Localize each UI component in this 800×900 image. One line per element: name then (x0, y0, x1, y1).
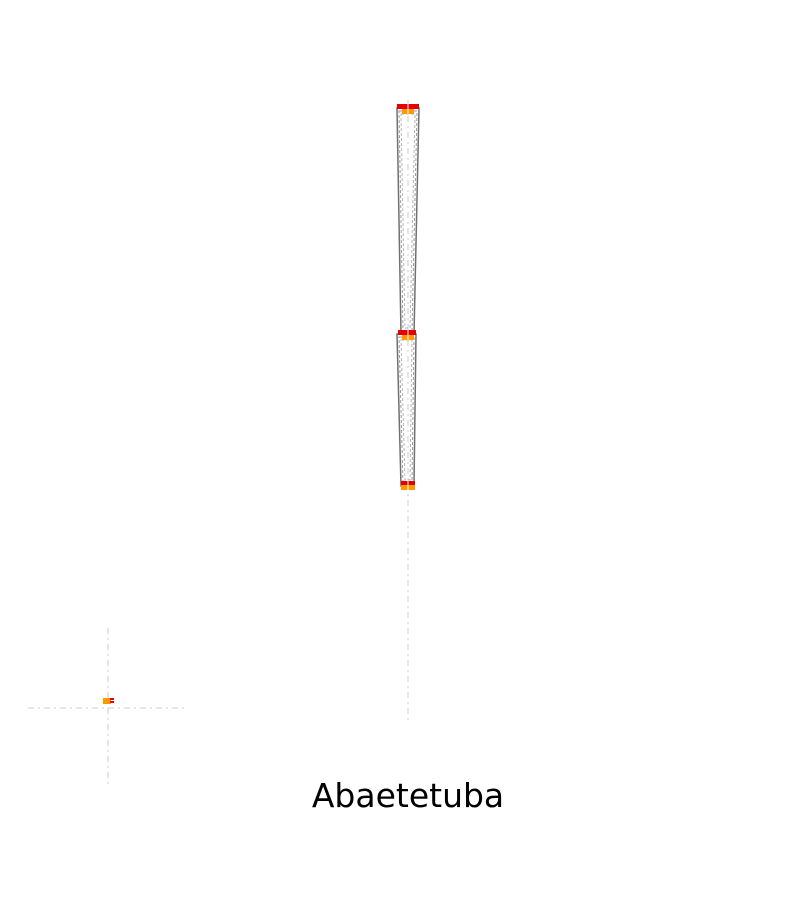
marker-bottom (401, 481, 415, 490)
marker-isolated (103, 698, 114, 704)
marker-top (397, 104, 419, 114)
lower-tapered-outline (396, 333, 417, 487)
marker-middle (398, 330, 416, 340)
upper-tapered-outline (396, 107, 420, 335)
diagram-title: Abaetetuba (311, 776, 505, 815)
guide-lines (28, 100, 409, 788)
